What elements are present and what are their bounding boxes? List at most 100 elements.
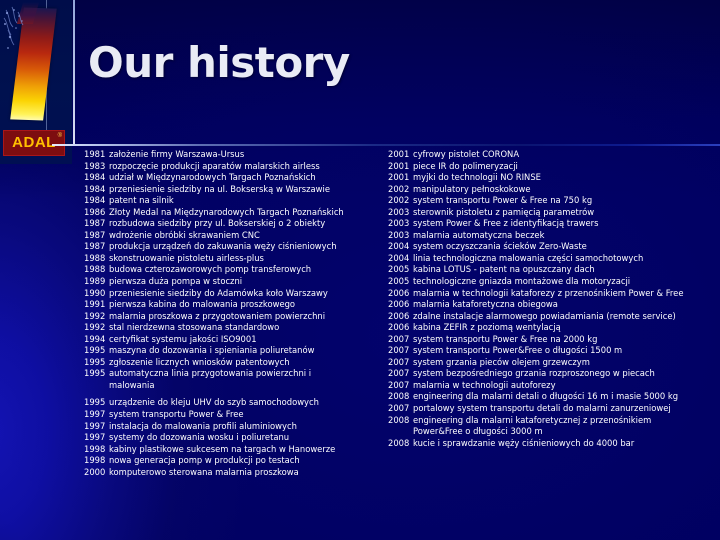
timeline-entry: 2001 myjki do technologii NO RINSE — [388, 172, 718, 184]
timeline-entry-text: produkcja urządzeń do zakuwania węży ciś… — [109, 241, 337, 252]
timeline-entry: 2008 engineering dla malarni kataforetycz… — [388, 415, 718, 438]
timeline-entry: 1987 rozbudowa siedziby przy ul. Boksersk… — [84, 218, 372, 230]
timeline-entry-year: 1995 — [84, 345, 106, 356]
timeline-entry-text: pierwsza duża pompa w stoczni — [109, 276, 243, 287]
brand-logo-block: ADAL ® — [0, 0, 72, 164]
timeline-entry: 2006 malarnia w technologii kataforezy z … — [388, 288, 718, 300]
timeline-entry-text: kabina LOTUS - patent na opuszczany dach — [413, 264, 595, 275]
timeline-entry-year: 2004 — [388, 252, 410, 263]
timeline-entry-year: 2004 — [388, 241, 410, 252]
timeline-entry-year: 2006 — [388, 299, 410, 310]
horizontal-divider-line — [52, 144, 720, 146]
timeline-entry-text: przeniesienie siedziby na ul. Bokserską … — [109, 183, 331, 194]
timeline-entry: 2003 sterownik pistoletu z pamięcią param… — [388, 207, 718, 219]
timeline-entry-text: system bezpośredniego grzania rozproszon… — [413, 368, 655, 379]
timeline-entry: 2004 linia technologiczna malowania częśc… — [388, 253, 718, 265]
timeline-entry-text: engineering dla malarni detali o długośc… — [413, 391, 679, 402]
timeline-entry-year: 2001 — [388, 160, 410, 171]
timeline-entry: 1990 przeniesienie siedziby do Adamówka k… — [84, 288, 372, 300]
timeline-entry-text: Złoty Medal na Międzynarodowych Targach … — [109, 206, 344, 217]
timeline-entry: 1997 instalacja do malowania profili alum… — [84, 421, 372, 433]
timeline-entry-year: 1998 — [84, 455, 106, 466]
timeline-entry-text: rozpoczęcie produkcji aparatów malarskic… — [109, 160, 320, 171]
timeline-entry-year: 1984 — [84, 195, 106, 206]
timeline-entry-text: stal nierdzewna stosowana standardowo — [109, 322, 280, 333]
paint-splatter-icon — [3, 6, 24, 49]
timeline-entry-text: certyfikat systemu jakości ISO9001 — [109, 333, 257, 344]
timeline-entry-year: 2007 — [388, 368, 410, 379]
timeline-entry-text: engineering dla malarni kataforetycznej … — [413, 415, 718, 438]
timeline-entry-year: 2005 — [388, 276, 410, 287]
timeline-entry: 1994 certyfikat systemu jakości ISO9001 — [84, 334, 372, 346]
timeline-entry-text: system oczyszczania ścieków Zero-Waste — [413, 241, 587, 252]
timeline-entry-text: malarnia w technologii autoforezy — [413, 379, 556, 390]
timeline-entry: 2005 kabina LOTUS - patent na opuszczany … — [388, 264, 718, 276]
timeline-entry: 1992 stal nierdzewna stosowana standardow… — [84, 322, 372, 334]
timeline-entry-text: system Power & Free z identyfikacją traw… — [413, 218, 599, 229]
timeline-entry-text: system transportu Power & Free na 750 kg — [413, 195, 593, 206]
timeline-entry-year: 1992 — [84, 310, 106, 321]
timeline-entry-year: 2003 — [388, 229, 410, 240]
timeline-entry-text: pierwsza kabina do malowania proszkowego — [109, 299, 296, 310]
timeline-entry-text: sterownik pistoletu z pamięcią parametró… — [413, 206, 595, 217]
timeline-entry-year: 1997 — [84, 432, 106, 443]
timeline-entry: 2007 system transportu Power & Free na 20… — [388, 334, 718, 346]
timeline-entry: 1998 kabiny plastikowe sukcesem na targac… — [84, 444, 372, 456]
timeline-entry-text: zgłoszenie licznych wniosków patentowych — [109, 356, 290, 367]
timeline-entry-text: cyfrowy pistolet CORONA — [413, 149, 520, 159]
timeline-entry-text: automatyczna linia przygotowania powierz… — [109, 368, 372, 391]
timeline-entry-year: 2001 — [388, 149, 410, 159]
timeline-entry: 1983 rozpoczęcie produkcji aparatów malar… — [84, 161, 372, 173]
timeline-entry-year: 1987 — [84, 241, 106, 252]
timeline-entry-year: 2001 — [388, 172, 410, 183]
timeline-entry-text: rozbudowa siedziby przy ul. Bokserskiej … — [109, 218, 326, 229]
timeline-entry: 2006 kabina ZEFIR z poziomą wentylacją — [388, 322, 718, 334]
timeline-entry-text: udział w Międzynarodowych Targach Poznań… — [109, 172, 316, 183]
timeline-entry: 2003 system Power & Free z identyfikacją … — [388, 218, 718, 230]
timeline-entry: 2007 system grzania pieców olejem grzewcz… — [388, 357, 718, 369]
timeline-entry: 2008 engineering dla malarni detali o dłu… — [388, 391, 718, 403]
logo-name-text: ADAL — [12, 134, 56, 151]
timeline-entry-year: 2002 — [388, 183, 410, 194]
timeline-entry-year: 1995 — [84, 368, 106, 379]
timeline-entry: 2007 system transportu Power&Free o długo… — [388, 345, 718, 357]
timeline-entry: 1995 zgłoszenie licznych wniosków patento… — [84, 357, 372, 369]
timeline-entry-year: 1988 — [84, 252, 106, 263]
timeline-entry: 2007 portalowy system transportu detali d… — [388, 403, 718, 415]
timeline-entry-year: 1987 — [84, 218, 106, 229]
timeline-entry-text: malarnia kataforetyczna obiegowa — [413, 299, 558, 310]
timeline-entry-text: zdalne instalacje alarmowego powiadamian… — [413, 310, 676, 321]
timeline-entry-text: instalacja do malowania profili aluminio… — [109, 420, 297, 431]
timeline-entry-text: system transportu Power & Free — [109, 409, 244, 420]
timeline-entry: 1987 wdrożenie obróbki skrawaniem CNC — [84, 230, 372, 242]
timeline-entry: 2003 malarnia automatyczna beczek — [388, 230, 718, 242]
timeline-entry-text: kabina ZEFIR z poziomą wentylacją — [413, 322, 561, 333]
timeline-entry-text: system grzania pieców olejem grzewczym — [413, 356, 590, 367]
timeline-entry-year: 2008 — [388, 414, 410, 425]
timeline-entry-year: 1989 — [84, 276, 106, 287]
timeline-entry: 1987 produkcja urządzeń do zakuwania węży… — [84, 241, 372, 253]
timeline-entry: 1991 pierwsza kabina do malowania proszko… — [84, 299, 372, 311]
timeline-entry-year: 2007 — [388, 356, 410, 367]
timeline-entry: 1997 systemy do dozowania wosku i poliure… — [84, 432, 372, 444]
background-glow-top — [0, 0, 720, 200]
timeline-entry-year: 1988 — [84, 264, 106, 275]
timeline-entry: 2006 malarnia kataforetyczna obiegowa — [388, 299, 718, 311]
timeline-entry: 1995 automatyczna linia przygotowania pow… — [84, 368, 372, 391]
timeline-entry: 1988 skonstruowanie pistoletu airless-plu… — [84, 253, 372, 265]
timeline-entry: 1998 nowa generacja pomp w produkcji po t… — [84, 455, 372, 467]
timeline-entry: 1984 udział w Międzynarodowych Targach Po… — [84, 172, 372, 184]
timeline-entry-text: wdrożenie obróbki skrawaniem CNC — [109, 229, 260, 240]
timeline-entry: 2001 cyfrowy pistolet CORONA — [388, 149, 718, 161]
timeline-entry: 1989 pierwsza duża pompa w stoczni — [84, 276, 372, 288]
timeline-entry-text: przeniesienie siedziby do Adamówka koło … — [109, 287, 328, 298]
timeline-entry-year: 2007 — [388, 333, 410, 344]
timeline-entry-text: systemy do dozowania wosku i poliuretanu — [109, 432, 290, 443]
timeline-entry-year: 2003 — [388, 206, 410, 217]
timeline-entry-text: kucie i sprawdzanie węży ciśnieniowych d… — [413, 437, 635, 448]
timeline-entry: 1986 Złoty Medal na Międzynarodowych Targ… — [84, 207, 372, 219]
timeline-entry-text: malarnia w technologii kataforezy z prze… — [413, 287, 684, 298]
timeline-entry: 2007 malarnia w technologii autoforezy — [388, 380, 718, 392]
page-title: Our history — [88, 38, 350, 87]
